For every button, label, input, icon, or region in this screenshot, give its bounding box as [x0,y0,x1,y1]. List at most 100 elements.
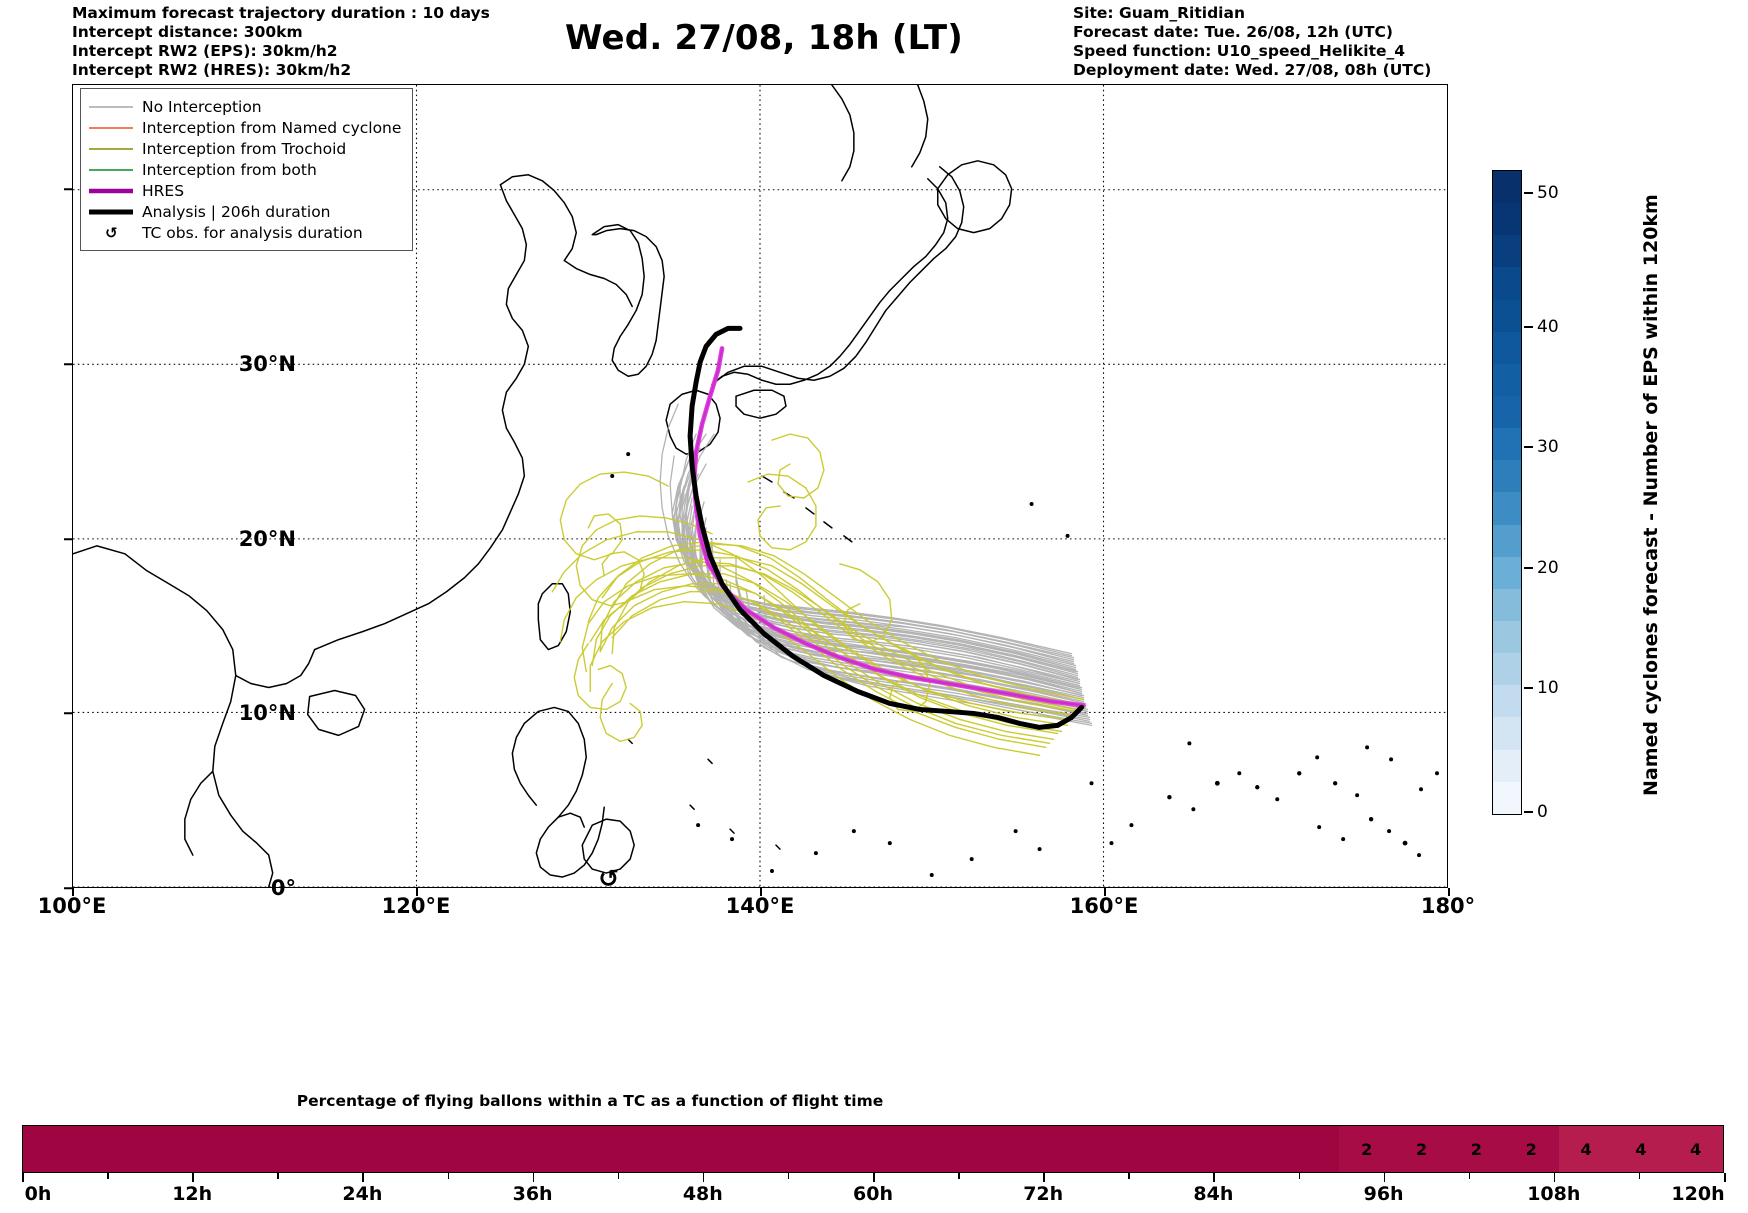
percentage-bar-cell: 4 [1668,1126,1724,1172]
percentage-bar-tick [362,1173,364,1182]
percentage-bar-cell [1119,1126,1175,1172]
percentage-bar-tick [1724,1173,1726,1182]
percentage-bar-cell [1174,1126,1230,1172]
colorbar-band [1493,653,1521,686]
percentage-bar-cell [1229,1126,1285,1172]
map-xtick-mark [1448,888,1450,896]
colorbar-band [1493,267,1521,300]
header-right-line-1: Forecast date: Tue. 26/08, 12h (UTC) [1073,22,1394,41]
percentage-bar-cell [187,1126,243,1172]
percentage-bar-cell [352,1126,407,1172]
percentage-bar-tick-label: 96h [1363,1183,1404,1205]
percentage-bar-cell [461,1126,517,1172]
legend-swatch-line-icon [89,205,133,219]
colorbar-band [1493,235,1521,268]
percentage-bar-cell: 2 [1503,1126,1559,1172]
map-ytick-mark [64,188,72,190]
percentage-bar-cell [571,1126,627,1172]
percentage-bar-minor-tick [958,1173,960,1179]
percentage-bar-cell [681,1126,736,1172]
map-ytick-mark [64,712,72,714]
colorbar [1492,170,1522,815]
colorbar-tick-label: 10 [1537,678,1559,698]
legend-item-no-interception[interactable]: No Interception [89,96,401,117]
percentage-bar-minor-tick [1128,1173,1130,1179]
legend-label: No Interception [142,97,262,116]
percentage-bar-tick [1553,1173,1556,1182]
colorbar-tick-label: 30 [1537,437,1559,457]
map-xtick-160E: 160°E [1069,894,1139,918]
map-xtick-100E: 100°E [37,894,107,918]
legend-item-hres[interactable]: HRES [89,180,401,201]
percentage-bar-tick-label: 12h [172,1183,213,1205]
colorbar-tick-label: 0 [1537,802,1548,822]
percentage-bar-cell: 4 [1613,1126,1669,1172]
legend-swatch-tc-cyclone-icon: ↻ [89,224,133,242]
percentage-bar-title: Percentage of flying ballons within a TC… [296,1092,884,1110]
colorbar-tick-50: 50 [1524,183,1559,203]
colorbar-band [1493,781,1521,814]
percentage-bar-cell [406,1126,462,1172]
percentage-bar-cell: 2 [1448,1126,1504,1172]
map-xtick-mark [416,888,418,896]
header-right-info: Site: Guam_Ritidian Forecast date: Tue. … [1073,4,1431,80]
tc-obs-markers: ↻ ↻ ↻ ↻ ↻ ↻ ↻ ↻ ↻ [598,864,619,887]
map-ytick-10: 10°N [238,701,296,725]
percentage-bar-cell [1065,1126,1120,1172]
colorbar-tick-20: 20 [1524,558,1559,578]
map-ytick-mark [64,538,72,540]
percentage-bar-minor-tick [787,1173,790,1179]
map-island-dots [610,452,1440,878]
legend-item-both[interactable]: Interception from both [89,159,401,180]
colorbar-band [1493,460,1521,493]
percentage-bar-minor-tick [277,1173,279,1179]
legend-item-tc-obs[interactable]: ↻ TC obs. for analysis duration [89,222,401,243]
colorbar-band [1493,749,1521,782]
page-title: Wed. 27/08, 18h (LT) [0,18,1748,58]
percentage-bar-cell [297,1126,353,1172]
percentage-bar-cell [900,1126,956,1172]
colorbar-band [1493,395,1521,429]
percentage-bar-cell: 2 [1394,1126,1449,1172]
percentage-bar-cell [23,1126,78,1172]
colorbar-band [1493,524,1521,557]
percentage-bar-minor-tick [1298,1173,1301,1179]
percentage-bar-tick [1213,1173,1215,1182]
percentage-bar-minor-tick [1638,1173,1641,1179]
colorbar-tick-30: 30 [1524,437,1559,457]
header-right-line-2: Speed function: U10_speed_Helikite_4 [1073,41,1406,60]
map-xtick-mark [1104,888,1106,896]
hres-track [691,346,1086,708]
percentage-bar-tick [873,1173,875,1182]
legend-item-named-cyclone[interactable]: Interception from Named cyclone [89,117,401,138]
eps-trochoid-interception-tracks [551,433,1085,757]
page-title-text: Wed. 27/08, 18h (LT) [565,18,963,58]
percentage-bar-cell [1010,1126,1066,1172]
map-ytick-mark [64,363,72,365]
colorbar-band [1493,299,1521,332]
colorbar-tick-40: 40 [1524,317,1559,337]
colorbar-band [1493,171,1521,204]
percentage-bar-tick [532,1173,535,1182]
percentage-bar-tick [192,1173,194,1182]
colorbar-band [1493,363,1521,396]
map-xtick-140E: 140°E [725,894,795,918]
percentage-bar-tick-label: 0h [24,1183,52,1205]
colorbar-band [1493,428,1521,461]
header-left-line-1: Intercept distance: 300km [72,22,303,41]
percentage-bar-cell [1284,1126,1340,1172]
percentage-bar-cell [516,1126,572,1172]
legend-item-analysis[interactable]: Analysis | 206h duration [89,201,401,222]
map-xtick-120E: 120°E [381,894,451,918]
colorbar-band [1493,556,1521,589]
percentage-bar-cell [735,1126,791,1172]
legend-item-trochoid[interactable]: Interception from Trochoid [89,138,401,159]
header-left-line-2: Intercept RW2 (EPS): 30km/h2 [72,41,338,60]
eps-no-interception-tracks [659,403,1093,727]
percentage-bar-tick-label: 72h [1023,1183,1064,1205]
colorbar-band [1493,685,1521,718]
percentage-bar-cell [626,1126,682,1172]
tc-obs-marker: ↻ [598,864,619,887]
percentage-bar-tick-label: 60h [853,1183,893,1205]
